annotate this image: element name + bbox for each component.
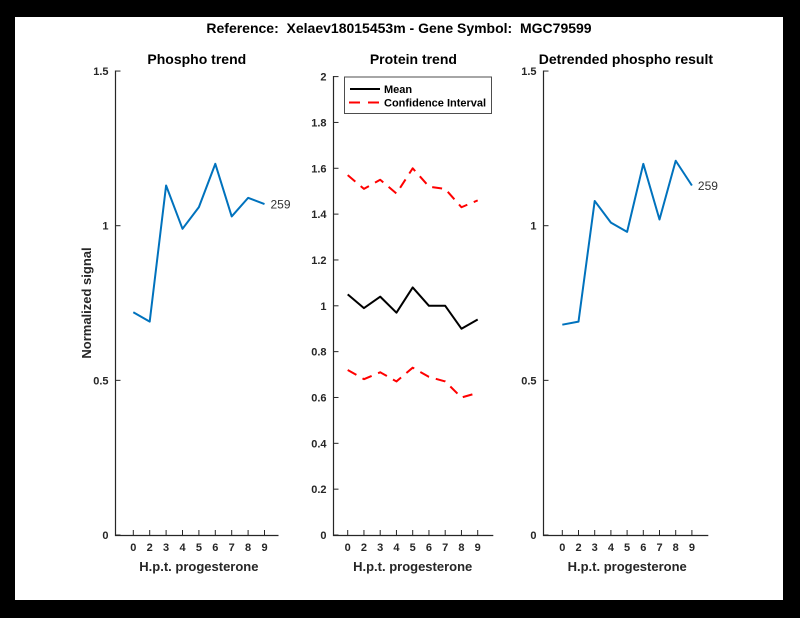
y-tick-label: 0 bbox=[320, 530, 326, 542]
axes-spines bbox=[114, 70, 279, 537]
y-tick-label: 1 bbox=[102, 221, 108, 233]
x-tick-label: 9 bbox=[261, 542, 267, 554]
series-detrended bbox=[562, 159, 693, 326]
x-tick-label: 3 bbox=[592, 542, 598, 554]
y-tick-label: 1.2 bbox=[311, 255, 326, 267]
y-tick-label: 2 bbox=[320, 72, 326, 84]
y-tick-label: 1.5 bbox=[521, 66, 536, 78]
legend-box bbox=[344, 76, 492, 114]
x-tick-label: 0 bbox=[559, 542, 565, 554]
detrended-xlabel: H.p.t. progesterone bbox=[568, 559, 687, 574]
x-tick-label: 7 bbox=[229, 542, 235, 554]
y-tick-label: 0.5 bbox=[93, 375, 108, 387]
y-tick-label: 0 bbox=[102, 530, 108, 542]
x-tick-label: 8 bbox=[673, 542, 679, 554]
x-tick-label: 3 bbox=[163, 542, 169, 554]
x-tick-label: 0 bbox=[345, 542, 351, 554]
x-tick-label: 6 bbox=[640, 542, 646, 554]
x-tick-label: 2 bbox=[361, 542, 367, 554]
legend: Mean Confidence Interval bbox=[344, 76, 492, 114]
y-tick-label: 1.6 bbox=[311, 163, 326, 175]
plot-protein: 0 2 3 4 5 6 7 8 900.20.40.60.811.21.41.61.82 bbox=[311, 72, 494, 554]
y-tick-label: 1 bbox=[320, 301, 326, 313]
x-tick-label: 2 bbox=[147, 542, 153, 554]
x-tick-label: 7 bbox=[442, 542, 448, 554]
y-tick-label: 0.5 bbox=[521, 375, 536, 387]
series-phospho bbox=[132, 162, 265, 323]
protein-title: Protein trend bbox=[370, 51, 457, 67]
x-tick-label: 8 bbox=[245, 542, 251, 554]
x-tick-label: 6 bbox=[426, 542, 432, 554]
legend-mean-label: Mean bbox=[384, 84, 412, 96]
x-tick-label: 4 bbox=[179, 542, 186, 554]
x-tick-label: 5 bbox=[196, 542, 202, 554]
series-mean bbox=[347, 286, 479, 330]
x-tick-label: 2 bbox=[575, 542, 581, 554]
x-tick-label: 8 bbox=[458, 542, 464, 554]
x-tick-label: 9 bbox=[475, 542, 481, 554]
x-tick-label: 7 bbox=[656, 542, 662, 554]
y-tick-label: 0 bbox=[530, 530, 536, 542]
legend-ci-label: Confidence Interval bbox=[384, 98, 486, 110]
axes-spines bbox=[542, 70, 709, 537]
x-tick-label: 0 bbox=[130, 542, 136, 554]
y-tick-label: 1.8 bbox=[311, 117, 326, 129]
series-confidence-interval-lower bbox=[347, 366, 478, 399]
x-tick-label: 4 bbox=[393, 542, 400, 554]
x-tick-label: 5 bbox=[624, 542, 630, 554]
y-tick-label: 0.2 bbox=[311, 484, 326, 496]
detrended-title: Detrended phospho result bbox=[539, 51, 714, 67]
y-tick-label: 1 bbox=[530, 221, 536, 233]
phospho-title: Phospho trend bbox=[147, 51, 246, 67]
y-tick-label: 1.4 bbox=[311, 209, 327, 221]
x-tick-label: 3 bbox=[377, 542, 383, 554]
figure-title: Reference: Xelaev18015453m - Gene Symbol… bbox=[206, 20, 592, 36]
y-tick-label: 1.5 bbox=[93, 66, 108, 78]
phospho-xlabel: H.p.t. progesterone bbox=[139, 559, 258, 574]
y-tick-label: 0.8 bbox=[311, 347, 326, 359]
axes-spines bbox=[332, 76, 494, 537]
phospho-ylabel: Normalized signal bbox=[79, 247, 94, 358]
endpoint-label: 259 bbox=[698, 179, 718, 193]
y-tick-label: 0.6 bbox=[311, 392, 326, 404]
protein-xlabel: H.p.t. progesterone bbox=[353, 559, 472, 574]
x-tick-label: 9 bbox=[689, 542, 695, 554]
x-tick-label: 6 bbox=[212, 542, 218, 554]
x-tick-label: 5 bbox=[410, 542, 416, 554]
x-tick-label: 4 bbox=[608, 542, 615, 554]
endpoint-label: 259 bbox=[271, 198, 291, 212]
series-confidence-interval-upper bbox=[347, 167, 479, 209]
y-tick-label: 0.4 bbox=[311, 438, 327, 450]
